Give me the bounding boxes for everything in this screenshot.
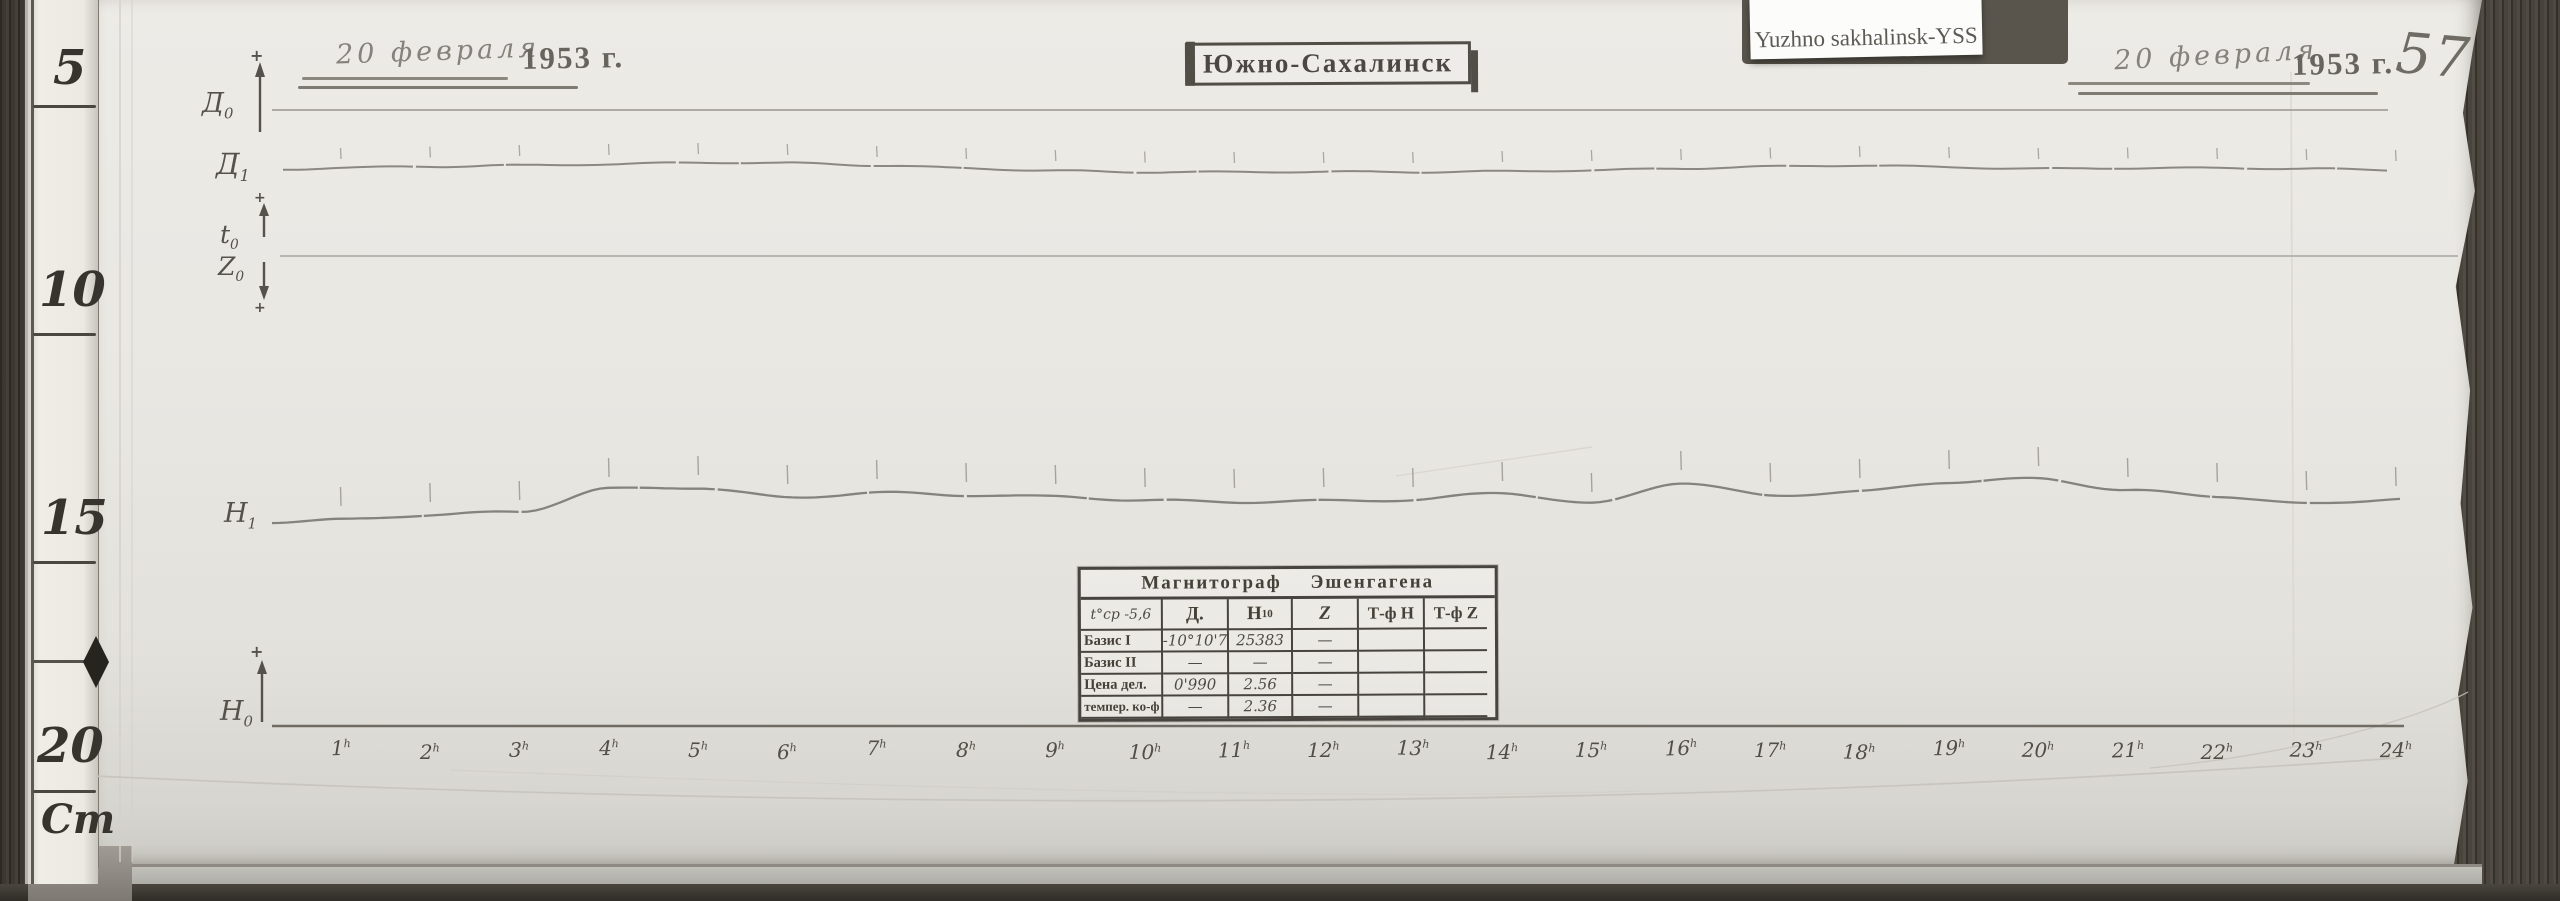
- table-surface-bottom: [0, 884, 2560, 901]
- hour-tick-h: [697, 455, 700, 476]
- hour-tick-d: [1322, 151, 1325, 164]
- hour-tick-d: [1590, 149, 1593, 162]
- hour-tick-d: [1948, 146, 1950, 159]
- ruler-division-line: [33, 333, 96, 336]
- paper-margin-line: [131, 0, 133, 862]
- hour-tick-d: [875, 145, 878, 158]
- ruler-division-line: [33, 105, 96, 108]
- paper-margin-line: [119, 0, 121, 862]
- hour-tick-h: [2126, 457, 2129, 478]
- hour-tick-d: [1144, 151, 1146, 163]
- hour-tick-h: [1143, 467, 1146, 488]
- paper-crease: [2290, 71, 2295, 753]
- ruler-edge-line: [31, 0, 34, 884]
- hour-tick-h: [1590, 472, 1593, 493]
- hour-tick-h: [1948, 449, 1950, 470]
- hour-tick-h: [429, 482, 432, 503]
- hour-tick-d: [2126, 147, 2129, 159]
- hour-tick-d: [429, 146, 431, 158]
- hour-tick-h: [965, 462, 968, 483]
- hour-tick-h: [1322, 467, 1325, 488]
- hour-tick-h: [1680, 450, 1682, 471]
- hour-tick-d: [339, 147, 342, 160]
- hour-tick-d: [2216, 147, 2218, 160]
- hour-tick-d: [2037, 147, 2040, 160]
- ruler-division-line: [33, 790, 96, 793]
- h-trace: [271, 476, 2401, 525]
- hour-tick-h: [1233, 468, 1236, 489]
- magnetogram-paper: [98, 0, 2482, 868]
- sheet-edge-curve: [2149, 691, 2469, 769]
- hour-tick-h: [2305, 470, 2308, 491]
- hour-tick-d: [1680, 148, 1682, 161]
- hour-tick-d: [1412, 151, 1414, 164]
- hour-tick-h: [518, 480, 521, 501]
- hour-tick-d: [1858, 145, 1861, 158]
- hour-tick-h: [2394, 466, 2397, 487]
- hour-tick-d: [2305, 148, 2308, 161]
- hour-tick-d: [518, 144, 521, 157]
- hour-tick-h: [1501, 461, 1504, 482]
- hour-tick-h: [2216, 462, 2219, 483]
- hour-tick-d: [965, 147, 968, 160]
- hour-tick-h: [339, 486, 342, 507]
- sheet-edge-curve: [94, 757, 2399, 802]
- sheet-edge-curve: [449, 769, 1641, 795]
- ruler-mark-10: 10: [39, 262, 106, 318]
- hour-tick-h: [1769, 462, 1772, 483]
- hour-tick-h: [1412, 467, 1414, 488]
- hour-tick-d: [1054, 149, 1057, 162]
- d-trace: [282, 161, 2388, 174]
- ruler-mark-15: 15: [41, 490, 108, 546]
- hour-tick-d: [607, 143, 610, 156]
- hour-tick-h: [1858, 458, 1861, 479]
- paper-crease: [1395, 446, 1593, 477]
- hour-tick-d: [1501, 150, 1504, 163]
- ruler-unit-label: Cm: [41, 796, 116, 843]
- hour-tick-h: [2037, 446, 2040, 467]
- hour-tick-d: [697, 142, 700, 155]
- hour-tick-h: [607, 457, 610, 478]
- hour-tick-d: [1769, 147, 1772, 159]
- hour-tick-d: [1233, 151, 1236, 164]
- ruler-marker-line: [33, 660, 96, 663]
- hour-tick-d: [2394, 149, 2397, 162]
- hour-tick-d: [786, 143, 789, 156]
- ruler-division-line: [33, 561, 96, 564]
- hour-tick-h: [786, 464, 789, 485]
- ruler-mark-5: 5: [53, 40, 87, 96]
- hour-tick-h: [875, 459, 878, 480]
- hour-tick-h: [1054, 464, 1057, 485]
- ruler-mark-20: 20: [37, 718, 104, 774]
- ruler: 5 10 15 20 Cm: [25, 0, 115, 884]
